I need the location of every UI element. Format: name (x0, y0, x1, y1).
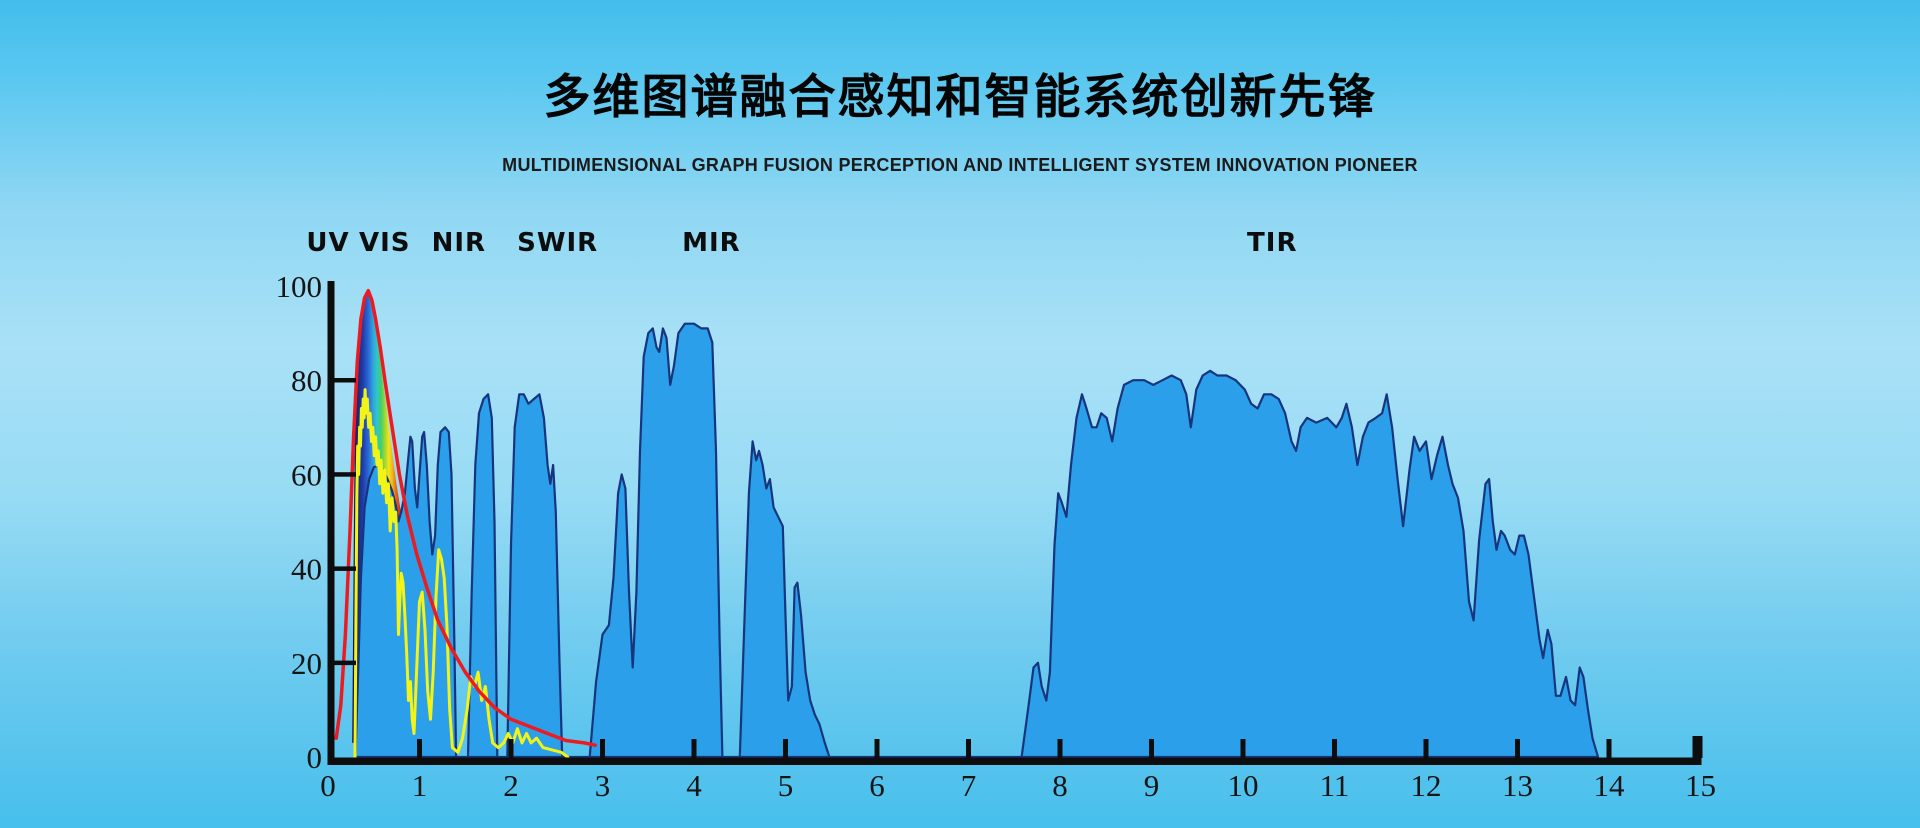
x-tick-label: 5 (778, 768, 794, 803)
x-tick-label: 12 (1411, 768, 1442, 803)
x-tick (783, 739, 788, 758)
x-axis-end-tick (1692, 736, 1703, 758)
x-tick (1515, 739, 1520, 758)
x-tick-label: 6 (869, 768, 885, 803)
x-tick (1149, 739, 1154, 758)
x-tick (1606, 739, 1612, 758)
x-tick (966, 739, 971, 758)
y-tick-label: 20 (291, 646, 322, 681)
x-tick (1057, 739, 1063, 758)
band-label-vis: VIS (358, 228, 411, 258)
y-tick (331, 566, 356, 571)
x-tick-label: 13 (1502, 768, 1533, 803)
x-tick-label: 8 (1052, 768, 1068, 803)
band-label-nir: NIR (431, 228, 487, 258)
x-tick (600, 739, 605, 758)
y-tick-label: 0 (307, 740, 323, 775)
x-tick-label: 7 (961, 768, 977, 803)
band-label-uv: UV (306, 228, 350, 258)
band-label-mir: MIR (682, 228, 741, 258)
x-tick (874, 739, 880, 758)
x-axis-line (327, 757, 1702, 765)
x-tick-label: 2 (503, 768, 519, 803)
band-label-tir: TIR (1247, 228, 1298, 258)
x-tick-label: 11 (1320, 768, 1350, 803)
x-tick (1240, 739, 1246, 758)
blackbody-curve (334, 288, 597, 747)
y-tick-label: 100 (276, 269, 323, 304)
x-tick-label: 14 (1594, 768, 1626, 803)
x-tick (691, 739, 697, 758)
y-tick (331, 472, 356, 477)
x-tick-label: 4 (686, 768, 702, 803)
y-tick-label: 40 (291, 552, 322, 587)
y-tick (331, 378, 356, 383)
x-tick (1423, 739, 1429, 758)
x-tick (417, 739, 422, 758)
band-label-swir: SWIR (517, 228, 599, 258)
page-title: 多维图谱融合感知和智能系统创新先锋 (543, 70, 1377, 125)
y-tick-label: 80 (291, 363, 322, 398)
x-tick-label: 10 (1228, 768, 1259, 803)
x-tick (1332, 739, 1337, 758)
x-tick-label: 15 (1685, 768, 1716, 803)
page-subtitle: MULTIDIMENSIONAL GRAPH FUSION PERCEPTION… (502, 155, 1418, 175)
x-tick (508, 739, 514, 758)
y-tick-label: 60 (291, 457, 322, 492)
transmission-area (354, 322, 1600, 759)
surface-solar-curve (353, 388, 570, 759)
y-tick (331, 660, 356, 666)
y-axis-line (327, 281, 335, 764)
x-tick-label: 3 (595, 768, 611, 803)
x-tick-label: 1 (412, 768, 428, 803)
x-tick-label: 9 (1144, 768, 1160, 803)
x-tick-label: 0 (320, 768, 336, 803)
